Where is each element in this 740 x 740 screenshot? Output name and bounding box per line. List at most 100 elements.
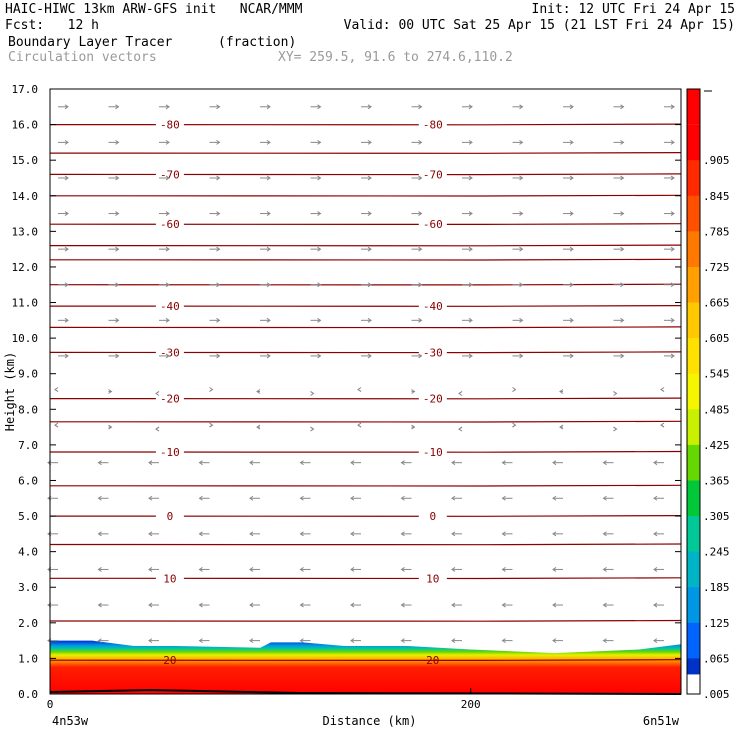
contour-label-7-1: 0 (429, 510, 436, 523)
vector-head-1-11 (620, 139, 625, 145)
vector-head-14-7 (400, 602, 405, 608)
vector-head-14-1 (97, 602, 102, 608)
temperature-contour-5 (49, 397, 682, 400)
y-tick-label-15: 15.0 (12, 154, 39, 167)
contour-label-2-1: -60 (423, 218, 443, 231)
y-tick-label-12: 12.0 (12, 261, 39, 274)
vector-head-12-11 (602, 531, 607, 537)
vector-head-13-12 (653, 567, 658, 572)
vector-head-13-4 (249, 567, 254, 572)
temperature-contour-9 (49, 659, 682, 662)
contour-label-bg-6-1 (418, 446, 447, 458)
vector-head-4-1 (115, 246, 120, 252)
contour-label-4-1: -30 (423, 346, 443, 359)
vector-head-13-6 (350, 567, 355, 572)
vector-head-8-3 (209, 387, 214, 392)
vector-head-1-5 (317, 139, 322, 145)
y-tick-label-2: 2.0 (18, 617, 38, 630)
vector-head-11-11 (602, 495, 607, 501)
temperature-contour-8 (49, 577, 682, 580)
vector-head-9-2 (155, 426, 160, 432)
colorbar-white-cell (687, 674, 700, 694)
contour-line-5 (49, 326, 682, 329)
vector-head-5-5 (317, 282, 322, 288)
init-time: Init: 12 UTC Fri 24 Apr 15 (531, 2, 736, 17)
vector-head-6-6 (367, 317, 372, 323)
vector-head-0-6 (367, 104, 372, 110)
vector-head-15-9 (501, 638, 506, 644)
contour-line-3 (49, 258, 682, 261)
colorbar-label-6: .545 (703, 368, 730, 381)
colorbar-label-12: .185 (703, 581, 730, 594)
vector-head-9-9 (512, 422, 517, 428)
vector-head-10-6 (350, 460, 355, 466)
vector-head-13-7 (400, 567, 405, 572)
vector-head-5-11 (620, 282, 625, 288)
vector-head-1-12 (670, 139, 675, 145)
y-tick-label-7: 7.0 (18, 439, 38, 452)
colorbar-label-10: .305 (703, 510, 730, 523)
vector-head-7-2 (165, 353, 170, 359)
contour-line-1 (49, 194, 682, 197)
contour-label-bg-7-1 (418, 510, 447, 523)
vector-head-5-0 (64, 282, 69, 288)
vector-head-6-11 (620, 317, 625, 323)
vector-head-8-9 (512, 387, 517, 392)
vector-head-5-12 (670, 282, 675, 288)
vector-head-0-7 (418, 104, 423, 110)
contour-label-bg-2-1 (418, 218, 447, 231)
temperature-contour-6 (49, 450, 682, 453)
vector-head-15-4 (249, 638, 254, 644)
vector-head-4-4 (266, 246, 271, 252)
vector-head-11-1 (97, 495, 102, 501)
contour-label-3-1: -40 (423, 300, 443, 313)
vector-head-7-1 (115, 353, 120, 359)
contour-label-5-1: -20 (423, 393, 443, 406)
contour-label-8-0: 10 (163, 572, 176, 585)
vector-head-13-1 (97, 567, 102, 572)
vector-head-0-12 (670, 104, 675, 110)
contour-line-7 (49, 484, 682, 487)
vector-head-15-1 (97, 638, 102, 644)
colorbar-label-0: .905 (703, 154, 730, 167)
vector-head-0-2 (165, 104, 170, 110)
vector-head-14-9 (501, 602, 506, 608)
y-tick-label-17: 17.0 (12, 83, 39, 96)
temperature-contour-7 (49, 515, 682, 517)
vector-head-1-4 (266, 139, 271, 145)
vector-head-12-8 (451, 531, 456, 537)
vector-head-9-5 (310, 426, 315, 432)
vector-head-13-8 (451, 567, 456, 572)
vector-head-11-12 (653, 495, 658, 501)
vector-head-4-10 (569, 246, 574, 252)
vector-head-2-11 (620, 175, 625, 181)
contour-label-bg-5-0 (155, 392, 184, 405)
vector-head-6-10 (569, 317, 574, 323)
vector-head-13-11 (602, 567, 607, 572)
vector-head-12-4 (249, 531, 254, 537)
vector-head-13-3 (198, 567, 203, 572)
vector-head-14-5 (299, 602, 304, 608)
vector-head-5-6 (367, 282, 372, 288)
vector-head-0-9 (519, 104, 524, 110)
colorbar-cell-4 (687, 266, 700, 304)
vector-head-15-12 (653, 638, 658, 644)
x-start-label: 4n53w (52, 714, 89, 728)
vector-head-14-10 (552, 602, 557, 608)
vector-head-1-1 (115, 139, 120, 145)
contour-label-bg-8-0 (155, 572, 184, 585)
y-tick-label-1: 1.0 (18, 652, 38, 665)
colorbar-cell-9 (687, 444, 700, 481)
colorbar-cell-2 (687, 195, 700, 232)
temperature-contour-3 (49, 305, 682, 307)
vector-head-10-7 (400, 460, 405, 466)
contour-label-4-0: -30 (160, 346, 180, 359)
vector-head-11-7 (400, 495, 405, 501)
vector-head-6-5 (317, 317, 322, 323)
y-axis-title: Height (km) (3, 352, 17, 431)
colorbar-label-2: .785 (703, 225, 730, 238)
vector-name: Circulation vectors (8, 50, 157, 65)
vector-head-10-1 (97, 460, 102, 466)
vector-head-9-7 (411, 424, 416, 430)
vector-head-3-9 (519, 211, 524, 216)
